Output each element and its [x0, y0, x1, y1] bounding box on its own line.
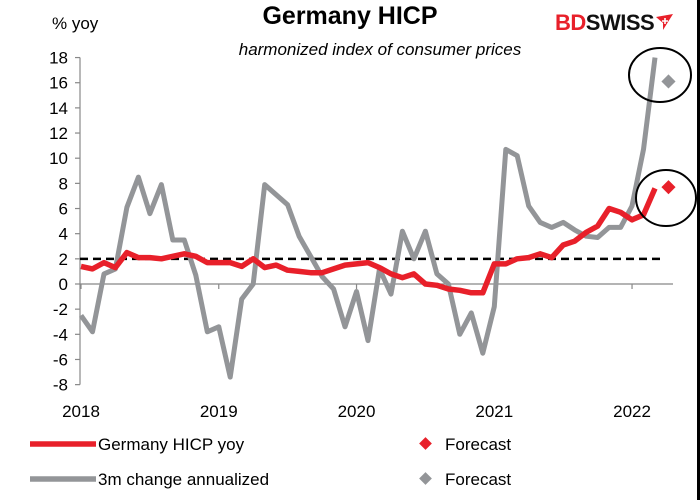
x-tick-label: 2019 — [200, 402, 238, 421]
y-tick-label: -8 — [53, 376, 68, 395]
y-tick-label: 2 — [59, 250, 68, 269]
chart-subtitle: harmonized index of consumer prices — [238, 40, 522, 59]
legend-diamond-swatch — [419, 472, 432, 485]
legend-diamond-swatch — [419, 437, 432, 450]
y-axis-label: % yoy — [52, 14, 99, 33]
legend-forecast-label: Forecast — [445, 470, 511, 489]
chart-title: Germany HICP — [262, 2, 438, 30]
bdswiss-logo: BDSWISS — [555, 10, 674, 36]
logo-arrow-icon — [656, 14, 674, 30]
y-tick-label: 10 — [49, 149, 68, 168]
series-line-hicp-yoy — [80, 187, 658, 296]
annotation-circle-top — [628, 47, 692, 103]
x-tick-label: 2020 — [338, 402, 376, 421]
legend-label: 3m change annualized — [98, 470, 269, 489]
y-tick-label: 12 — [49, 124, 68, 143]
x-tick-label: 2021 — [475, 402, 513, 421]
legend-label: Germany HICP yoy — [98, 435, 245, 454]
y-tick-label: -2 — [53, 300, 68, 319]
y-tick-label: -6 — [53, 350, 68, 369]
series-line-3m-annualized — [78, 57, 658, 380]
y-tick-label: 14 — [49, 99, 68, 118]
legend-forecast-label: Forecast — [445, 435, 511, 454]
y-tick-label: -4 — [53, 325, 68, 344]
logo-swiss: SWISS — [585, 10, 655, 35]
logo-bd: BD — [555, 10, 586, 35]
y-tick-label: 16 — [49, 74, 68, 93]
annotation-circle-bottom — [635, 169, 697, 227]
x-tick-label: 2018 — [62, 402, 100, 421]
forecast-point-3m-annualized — [661, 74, 676, 89]
forecast-point-hicp — [661, 180, 676, 195]
y-tick-label: 0 — [59, 275, 68, 294]
y-tick-label: 8 — [59, 174, 68, 193]
frame-border — [697, 0, 700, 500]
y-tick-label: 18 — [49, 49, 68, 68]
x-tick-label: 2022 — [613, 402, 651, 421]
y-tick-label: 4 — [59, 225, 68, 244]
y-tick-label: 6 — [59, 200, 68, 219]
